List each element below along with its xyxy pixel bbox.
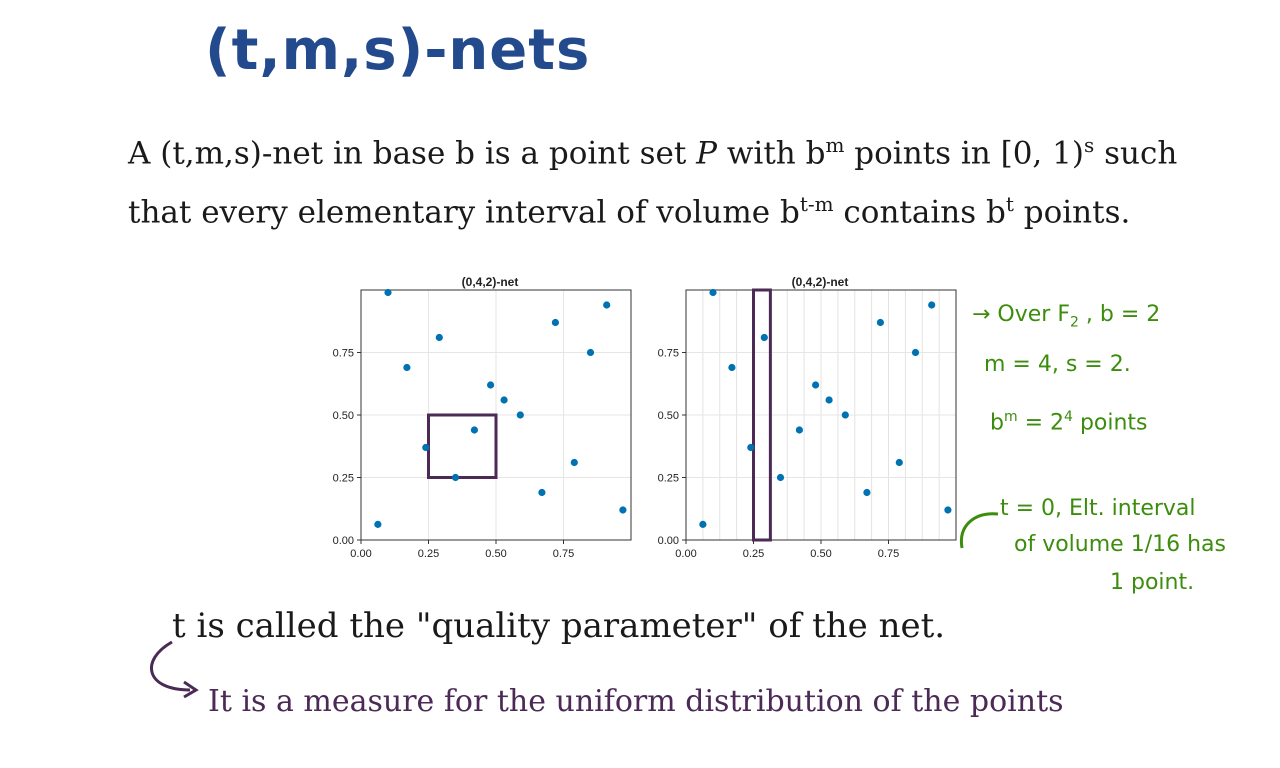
chart-left-point	[487, 381, 495, 389]
note-over-a: → Over F	[972, 302, 1070, 327]
arrow-head-icon	[183, 680, 199, 699]
chart-right-point	[699, 520, 707, 528]
chart-left-point	[435, 333, 443, 342]
green-arrow-icon	[959, 512, 999, 549]
chart-right-point	[863, 488, 871, 497]
note-bm-sup-4: 4	[1064, 409, 1073, 425]
chart-left-point	[403, 363, 411, 372]
chart-left-ytick-label: 0.75	[333, 348, 354, 360]
chart-right-point	[911, 348, 920, 357]
def-part-f: points.	[1013, 194, 1131, 231]
chart-right-point	[876, 318, 885, 327]
point-set-symbol: P	[696, 135, 718, 172]
def-sup-m: m	[825, 133, 845, 157]
chart-right-ytick-label: 0.50	[658, 410, 679, 422]
chart-right-point	[709, 288, 717, 297]
def-sup-t: t	[1005, 192, 1014, 217]
page-title: (t,m,s)-nets	[205, 18, 591, 83]
chart-right-point	[944, 506, 952, 514]
note-bm-b: = 2	[1017, 410, 1065, 436]
note-t-line3: 1 point.	[1110, 570, 1195, 595]
def-part-e: contains b	[833, 194, 1006, 231]
chart-left-point	[374, 520, 382, 528]
note-bm-sup-m: m	[1003, 409, 1018, 425]
chart-right-title: (0,4,2)-net	[792, 275, 849, 289]
chart-left-xtick-label: 0.75	[553, 548, 574, 560]
chart-left-point	[384, 288, 392, 297]
chart-left-point	[516, 411, 524, 419]
def-sup-tm: t-m	[799, 192, 834, 217]
chart-right-xtick-label: 0.25	[743, 548, 764, 560]
def-sup-s: s	[1083, 133, 1095, 157]
chart-right-point	[841, 411, 849, 419]
note-bm-points: bm = 24 points	[990, 402, 1148, 438]
chart-left-point	[586, 348, 595, 357]
note-t-line1: t = 0, Elt. interval	[1000, 496, 1196, 521]
chart-right-xtick-label: 0.50	[810, 548, 831, 560]
note-bm-c: points	[1072, 410, 1148, 436]
chart-right-point	[812, 381, 820, 389]
chart-left-point	[619, 506, 627, 514]
chart-left-point	[422, 443, 430, 452]
note-t-line2: of volume 1/16 has	[1014, 532, 1226, 557]
chart-right-ytick-label: 0.00	[658, 535, 679, 547]
chart-right-point	[895, 458, 903, 467]
def-part-c: points in [0, 1)	[844, 135, 1084, 172]
note-bm-a: b	[990, 410, 1004, 436]
note-over-sub: 2	[1070, 314, 1079, 331]
chart-left-xtick-label: 0.00	[350, 548, 371, 560]
chart-left-ytick-label: 0.00	[333, 535, 354, 547]
chart-right-ytick-label: 0.75	[658, 348, 679, 360]
chart-right-point	[728, 363, 736, 372]
chart-left-point	[603, 301, 611, 309]
note-m-s: m = 4, s = 2.	[984, 352, 1131, 377]
chart-left-ytick-label: 0.50	[333, 410, 354, 422]
chart-left: (0,4,2)-net 0.00 0.25 0.50 0.75 0.00 0.25 0.50…	[333, 275, 632, 560]
note-over-field: → Over F2 , b = 2	[972, 300, 1160, 337]
chart-right-xtick-label: 0.75	[878, 548, 899, 560]
chart-left-point	[500, 396, 508, 404]
chart-left-xtick-label: 0.50	[485, 548, 506, 560]
chart-right-point	[928, 301, 936, 309]
chart-left-point	[451, 473, 460, 482]
def-part-b: with b	[717, 135, 826, 172]
chart-left-xtick-label: 0.25	[418, 548, 439, 560]
definition-text: A (t,m,s)-net in base b is a point set P…	[128, 120, 1218, 239]
chart-right-point	[760, 333, 768, 342]
def-part-a: A (t,m,s)-net in base b is a point set	[128, 135, 697, 172]
chart-left-point	[551, 318, 560, 327]
curved-arrow-icon	[150, 640, 191, 692]
quality-statement: t is called the "quality parameter" of t…	[172, 606, 946, 646]
chart-left-point	[470, 426, 478, 434]
chart-right-point	[747, 443, 755, 452]
chart-right-ytick-label: 0.25	[658, 473, 679, 485]
chart-left-title: (0,4,2)-net	[462, 275, 519, 289]
def-part-d: such that every elementary interval of v…	[128, 135, 1178, 231]
chart-right-point	[825, 396, 833, 404]
chart-left-point	[538, 488, 546, 497]
chart-right-highlight-box	[752, 288, 772, 542]
chart-left-highlight-box	[427, 413, 498, 479]
chart-right-xtick-label: 0.00	[675, 548, 696, 560]
note-over-b: , b = 2	[1078, 302, 1161, 327]
chart-left-ytick-label: 0.25	[333, 473, 354, 485]
chart-left-point	[570, 458, 578, 467]
chart-right-point	[795, 426, 804, 434]
measure-statement: It is a measure for the uniform distribu…	[208, 684, 1064, 719]
chart-right-point	[776, 473, 785, 482]
chart-right: (0,4,2)-net 0.00 0.25 0.50 0.75 0.00 0.25 0.50…	[658, 275, 957, 560]
